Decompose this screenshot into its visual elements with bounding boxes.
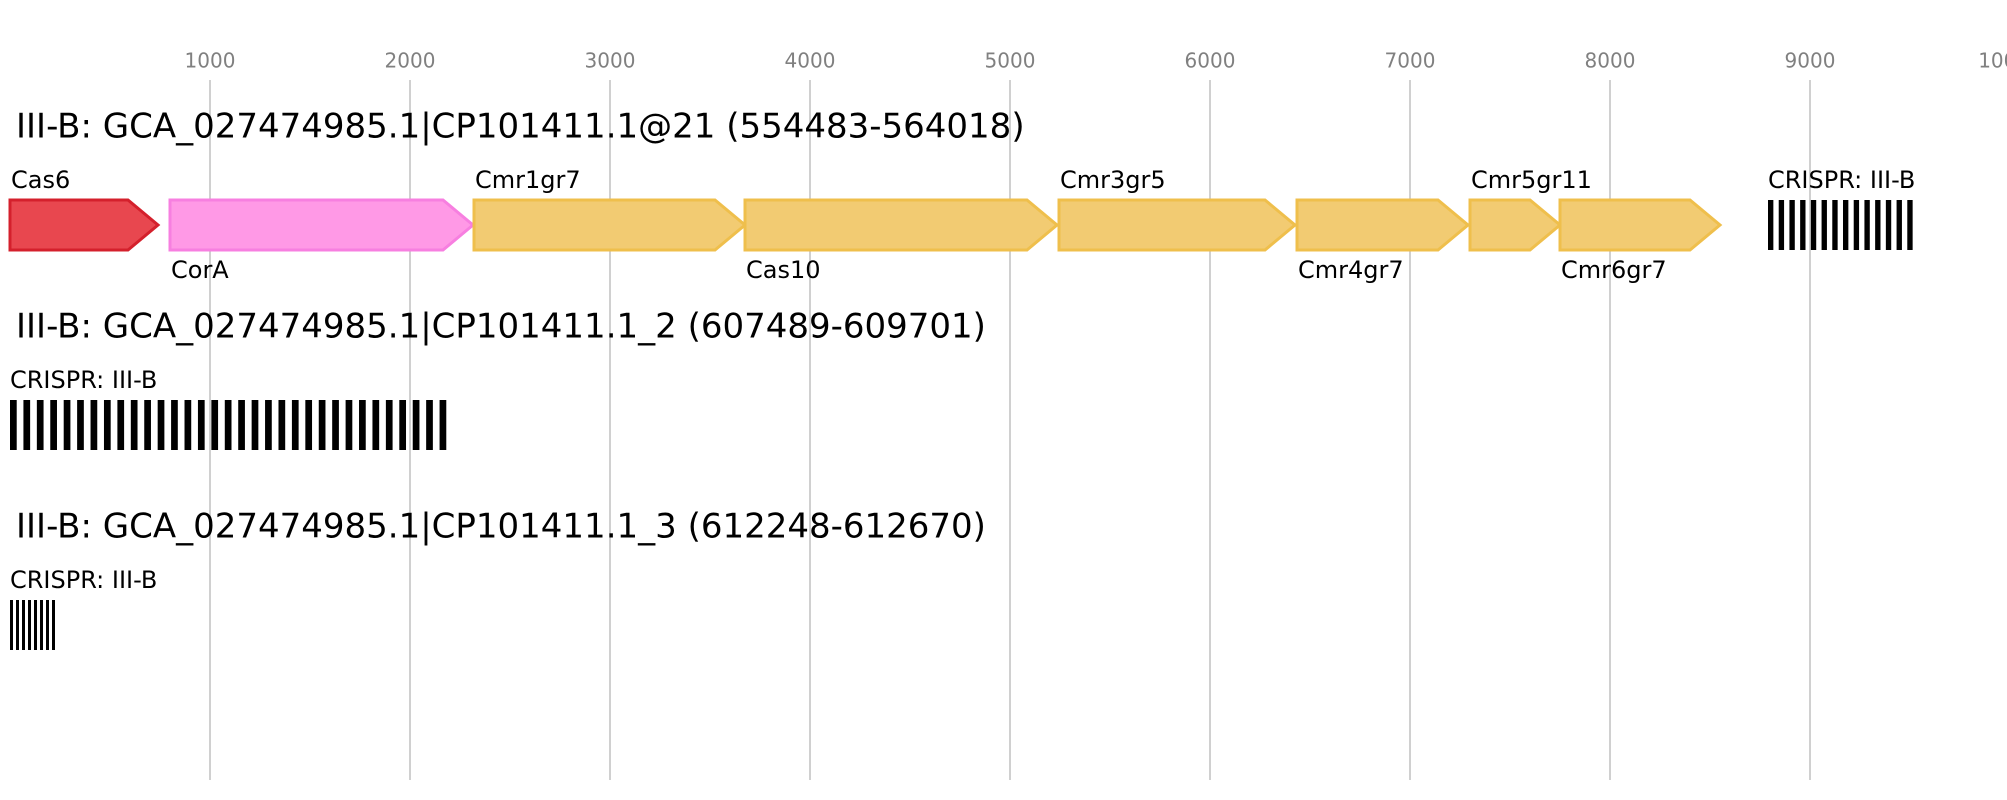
crispr-repeat (50, 400, 57, 450)
crispr-repeat (10, 400, 17, 450)
crispr-repeat (117, 400, 125, 450)
crispr-label: CRISPR: III-B (10, 366, 157, 394)
crispr-repeat (36, 400, 44, 450)
crispr-repeat (345, 400, 353, 450)
crispr-repeat (52, 600, 55, 650)
crispr-repeat (1789, 200, 1795, 250)
gene-arrow (1468, 198, 1563, 252)
crispr-repeat (130, 400, 138, 450)
crispr-repeat (1778, 200, 1785, 250)
gene-label: CorA (171, 256, 229, 284)
crispr-repeat (40, 600, 43, 650)
crispr-repeat (63, 400, 71, 450)
crispr-repeat (399, 400, 407, 450)
x-tick-label: 9000 (1785, 49, 1836, 73)
crispr-repeat (385, 400, 393, 450)
crispr-repeat (318, 400, 326, 450)
gene-arrow (1057, 198, 1298, 252)
crispr-repeat (144, 400, 151, 450)
crispr-repeat (291, 400, 299, 450)
gene-arrow (1295, 198, 1471, 252)
x-tick-label: 1000 (185, 49, 236, 73)
crispr-repeat (1896, 200, 1902, 250)
crispr-repeat (171, 400, 178, 450)
x-tick-label: 3000 (585, 49, 636, 73)
crispr-repeat (332, 400, 339, 450)
crispr-repeat (16, 600, 19, 650)
gene-arrow (472, 198, 748, 252)
crispr-repeat (426, 400, 433, 450)
crispr-repeat (23, 400, 31, 450)
x-tick-label: 6000 (1185, 49, 1236, 73)
crispr-repeat (1832, 200, 1838, 250)
gene-arrow (168, 198, 476, 252)
crispr-repeat (1843, 200, 1849, 250)
crispr-repeat (1821, 200, 1827, 250)
gene-label: Cmr3gr5 (1060, 166, 1166, 194)
crispr-label: CRISPR: III-B (1768, 166, 1915, 194)
crispr-repeat (1864, 200, 1870, 250)
crispr-repeat (265, 400, 272, 450)
crispr-repeat (412, 400, 420, 450)
x-tick-label: 10000 (1978, 49, 2007, 73)
crispr-repeat (211, 400, 219, 450)
crispr-label: CRISPR: III-B (10, 566, 157, 594)
crispr-repeat (34, 600, 37, 650)
x-tick-label: 5000 (985, 49, 1036, 73)
crispr-repeat (90, 400, 98, 450)
crispr-repeat (1810, 200, 1817, 250)
crispr-repeat (224, 400, 232, 450)
crispr-repeat (157, 400, 165, 450)
gene-label: Cmr1gr7 (475, 166, 581, 194)
x-tick-label: 4000 (785, 49, 836, 73)
track-title: III-B: GCA_027474985.1|CP101411.1_3 (612… (16, 507, 986, 547)
crispr-repeat (77, 400, 84, 450)
crispr-repeat (46, 600, 49, 650)
x-tick-label: 7000 (1385, 49, 1436, 73)
track-title: III-B: GCA_027474985.1|CP101411.1_2 (607… (16, 307, 986, 347)
gene-label: Cmr5gr11 (1471, 166, 1592, 194)
x-tick-label: 2000 (385, 49, 436, 73)
crispr-repeat (197, 400, 205, 450)
crispr-repeat (10, 600, 13, 650)
crispr-repeat (278, 400, 286, 450)
gene-label: Cas10 (746, 256, 821, 284)
crispr-repeat (238, 400, 245, 450)
track-title: III-B: GCA_027474985.1|CP101411.1@21 (55… (16, 107, 1025, 147)
gene-label: Cas6 (11, 166, 70, 194)
crispr-repeat (359, 400, 366, 450)
gene-label: Cmr4gr7 (1298, 256, 1404, 284)
crispr-repeat (1800, 200, 1806, 250)
gene-arrow (743, 198, 1060, 252)
crispr-repeat (184, 400, 192, 450)
crispr-repeat (103, 400, 111, 450)
crispr-repeat (1907, 200, 1913, 250)
crispr-repeat (22, 600, 25, 650)
crispr-repeat (28, 600, 31, 650)
gene-arrow (1558, 198, 1723, 252)
crispr-repeat (439, 400, 447, 450)
crispr-repeat (1885, 200, 1892, 250)
crispr-repeat (1875, 200, 1881, 250)
crispr-repeat (305, 400, 313, 450)
gene-arrow (8, 198, 161, 252)
crispr-repeat (372, 400, 380, 450)
crispr-repeat (1853, 200, 1860, 250)
crispr-repeat (1768, 200, 1774, 250)
gene-label: Cmr6gr7 (1561, 256, 1667, 284)
crispr-repeat (251, 400, 259, 450)
x-tick-label: 8000 (1585, 49, 1636, 73)
